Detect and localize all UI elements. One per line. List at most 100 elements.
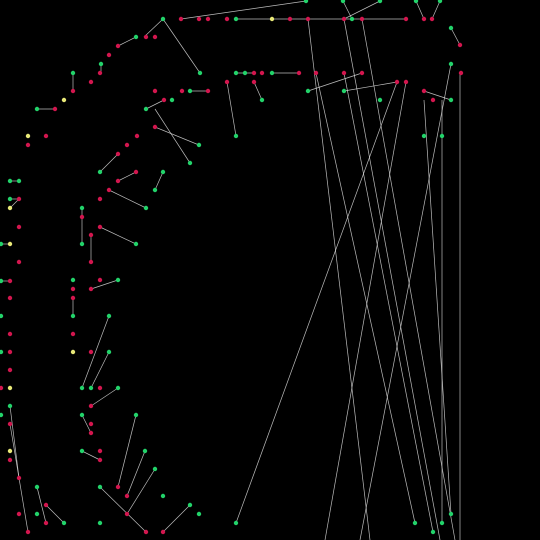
graph-node-red [98, 278, 102, 282]
graph-node-red [125, 512, 129, 516]
graph-node-green [144, 206, 148, 210]
graph-node-green [107, 350, 111, 354]
graph-node-green [98, 170, 102, 174]
graph-node-red [135, 134, 139, 138]
graph-node-green [431, 530, 435, 534]
graph-node-red [89, 431, 93, 435]
graph-node-red [116, 152, 120, 156]
graph-node-green [449, 512, 453, 516]
graph-node-red [80, 215, 84, 219]
graph-node-red [162, 98, 166, 102]
graph-node-red [125, 494, 129, 498]
graph-node-green [243, 71, 247, 75]
graph-node-yellow [26, 134, 30, 138]
graph-node-green [234, 71, 238, 75]
graph-node-yellow [270, 17, 274, 21]
graph-node-green [107, 314, 111, 318]
graph-node-green [197, 512, 201, 516]
graph-node-red [71, 89, 75, 93]
graph-node-red [197, 17, 201, 21]
graph-node-red [206, 89, 210, 93]
graph-node-red [116, 485, 120, 489]
graph-node-red [297, 71, 301, 75]
graph-node-yellow [62, 98, 66, 102]
graph-node-red [26, 143, 30, 147]
graph-node-red [44, 503, 48, 507]
graph-node-green [234, 134, 238, 138]
graph-node-green [144, 107, 148, 111]
graph-node-red [17, 225, 21, 229]
graph-node-green [35, 512, 39, 516]
graph-node-green [161, 494, 165, 498]
graph-node-green [80, 413, 84, 417]
graph-node-green [153, 188, 157, 192]
graph-node-green [80, 386, 84, 390]
graph-node-green [71, 71, 75, 75]
graph-node-green [449, 62, 453, 66]
graph-node-red [431, 98, 435, 102]
graph-node-green [134, 242, 138, 246]
graph-node-red [422, 17, 426, 21]
graph-node-red [404, 80, 408, 84]
graph-node-red [342, 17, 346, 21]
graph-node-green [270, 71, 274, 75]
graph-node-red [89, 233, 93, 237]
graph-node-red [161, 530, 165, 534]
graph-node-red [260, 71, 264, 75]
graph-node-red [430, 17, 434, 21]
graph-node-red [153, 125, 157, 129]
graph-node-green [80, 449, 84, 453]
graph-node-red [8, 296, 12, 300]
graph-node-red [17, 197, 21, 201]
graph-node-green [234, 17, 238, 21]
graph-node-red [458, 43, 462, 47]
graph-node-green [8, 404, 12, 408]
graph-node-yellow [8, 386, 12, 390]
graph-node-green [422, 134, 426, 138]
graph-node-red [26, 530, 30, 534]
graph-node-red [98, 458, 102, 462]
graph-node-red [89, 350, 93, 354]
graph-node-red [17, 512, 21, 516]
graph-node-red [89, 404, 93, 408]
graph-node-green [153, 467, 157, 471]
graph-node-red [89, 260, 93, 264]
graph-node-green [116, 386, 120, 390]
graph-node-red [107, 53, 111, 57]
graph-node-red [225, 17, 229, 21]
graph-node-red [288, 17, 292, 21]
graph-node-green [449, 26, 453, 30]
graph-node-green [134, 35, 138, 39]
graph-node-green [71, 314, 75, 318]
graph-node-red [116, 179, 120, 183]
graph-node-red [44, 134, 48, 138]
graph-node-green [449, 98, 453, 102]
graph-node-green [98, 521, 102, 525]
graph-node-red [89, 422, 93, 426]
graph-node-red [98, 225, 102, 229]
graph-node-green [17, 179, 21, 183]
graph-node-red [306, 17, 310, 21]
graph-node-green [89, 386, 93, 390]
graph-node-green [188, 89, 192, 93]
graph-node-red [180, 89, 184, 93]
graph-node-green [188, 161, 192, 165]
graph-node-green [188, 503, 192, 507]
graph-node-red [17, 260, 21, 264]
graph-node-green [306, 89, 310, 93]
graph-node-green [197, 143, 201, 147]
graph-node-red [17, 476, 21, 480]
graph-node-green [35, 107, 39, 111]
graph-node-red [8, 422, 12, 426]
graph-node-red [71, 287, 75, 291]
graph-node-red [404, 17, 408, 21]
graph-node-green [62, 521, 66, 525]
graph-node-yellow [8, 449, 12, 453]
graph-node-green [116, 278, 120, 282]
graph-node-red [459, 71, 463, 75]
graph-node-green [413, 521, 417, 525]
graph-node-red [422, 89, 426, 93]
graph-node-red [252, 71, 256, 75]
graph-node-green [440, 521, 444, 525]
